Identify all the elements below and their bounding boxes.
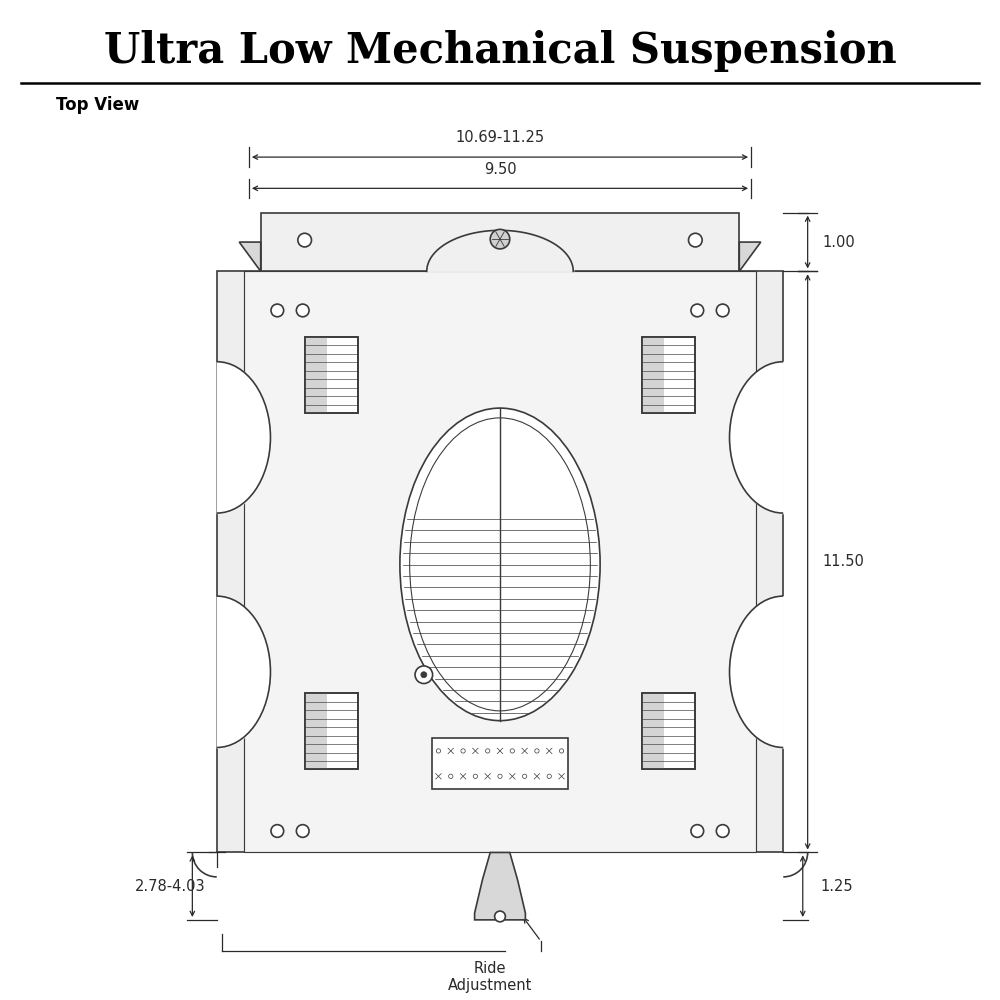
Circle shape bbox=[296, 825, 309, 837]
Circle shape bbox=[691, 825, 704, 837]
Circle shape bbox=[535, 749, 539, 753]
Bar bbox=[642, 693, 695, 769]
Circle shape bbox=[688, 233, 702, 247]
Text: 2.78-4.03: 2.78-4.03 bbox=[135, 879, 205, 894]
Polygon shape bbox=[739, 242, 761, 271]
Polygon shape bbox=[239, 242, 261, 271]
Text: 1.00: 1.00 bbox=[822, 235, 855, 250]
Circle shape bbox=[495, 911, 505, 922]
Bar bbox=[305, 337, 327, 413]
Text: Top View: Top View bbox=[56, 96, 139, 114]
Circle shape bbox=[510, 749, 514, 753]
Circle shape bbox=[559, 749, 564, 753]
Circle shape bbox=[271, 304, 284, 317]
Circle shape bbox=[522, 774, 527, 778]
Text: 10.69-11.25: 10.69-11.25 bbox=[455, 130, 545, 145]
Bar bbox=[432, 738, 568, 789]
Bar bbox=[261, 213, 739, 271]
Ellipse shape bbox=[410, 418, 590, 711]
Polygon shape bbox=[475, 852, 525, 920]
Circle shape bbox=[691, 304, 704, 317]
Text: 11.50: 11.50 bbox=[822, 554, 864, 569]
Circle shape bbox=[716, 825, 729, 837]
Ellipse shape bbox=[400, 408, 600, 721]
Circle shape bbox=[473, 774, 478, 778]
Circle shape bbox=[421, 672, 427, 678]
Circle shape bbox=[436, 749, 441, 753]
Circle shape bbox=[716, 304, 729, 317]
Circle shape bbox=[298, 233, 312, 247]
Text: 1.25: 1.25 bbox=[820, 879, 853, 894]
Text: 9.50: 9.50 bbox=[484, 162, 516, 177]
Circle shape bbox=[461, 749, 465, 753]
Circle shape bbox=[486, 749, 490, 753]
Bar bbox=[642, 337, 695, 413]
Bar bbox=[305, 693, 327, 769]
Circle shape bbox=[271, 825, 284, 837]
Circle shape bbox=[296, 304, 309, 317]
Circle shape bbox=[547, 774, 551, 778]
Circle shape bbox=[498, 774, 502, 778]
Bar bbox=[642, 337, 695, 413]
Text: Ultra Low Mechanical Suspension: Ultra Low Mechanical Suspension bbox=[104, 30, 896, 72]
Bar bbox=[642, 693, 664, 769]
Text: Ride
Adjustment: Ride Adjustment bbox=[448, 961, 532, 993]
Bar bbox=[642, 693, 695, 769]
Bar bbox=[305, 693, 358, 769]
Bar bbox=[244, 271, 756, 852]
Bar bbox=[642, 337, 664, 413]
Circle shape bbox=[490, 229, 510, 249]
Bar bbox=[305, 693, 358, 769]
Bar bbox=[217, 271, 783, 852]
Circle shape bbox=[449, 774, 453, 778]
Bar bbox=[305, 337, 358, 413]
Bar bbox=[305, 337, 358, 413]
Circle shape bbox=[415, 666, 433, 684]
